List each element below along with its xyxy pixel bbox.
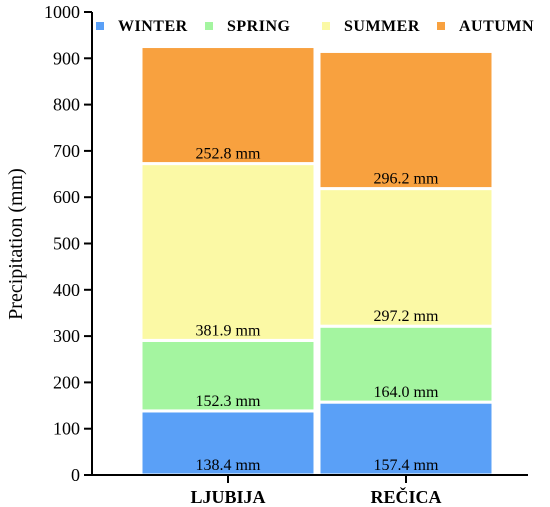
legend-swatch-winter (96, 22, 104, 30)
bar-summer (139, 162, 317, 342)
y-tick-label: 600 (53, 187, 80, 207)
y-axis-title: Precipitation (mm) (5, 168, 27, 320)
data-label: 164.0 mm (374, 384, 439, 401)
data-label: 152.3 mm (196, 393, 261, 410)
bar-winter (317, 400, 495, 477)
data-label: 138.4 mm (196, 457, 261, 474)
legend-label: SPRING (227, 18, 291, 35)
bar-summer (317, 187, 495, 328)
legend-label: AUTUMN (459, 18, 534, 35)
bars (139, 45, 495, 477)
bar-autumn (317, 49, 495, 191)
data-label: 157.4 mm (374, 457, 439, 474)
y-tick-label: 100 (53, 419, 80, 439)
y-tick-label: 200 (53, 372, 80, 392)
legend-swatch-summer (322, 22, 330, 30)
bar-spring (317, 324, 495, 404)
bar-winter (139, 409, 317, 477)
legend-swatch-autumn (437, 22, 445, 30)
category-label: REČICA (370, 486, 441, 507)
data-label: 296.2 mm (374, 171, 439, 188)
data-labels: 138.4 mm 152.3 mm 381.9 mm 252.8 mm 157.4 mm… (196, 146, 439, 474)
y-tick-label: 500 (53, 234, 80, 254)
y-tick-label: 900 (53, 48, 80, 68)
y-tick-label: 0 (71, 465, 80, 485)
axes (91, 12, 528, 476)
legend-label: SUMMER (344, 18, 420, 35)
legend-swatch-spring (205, 22, 213, 30)
legend: WINTER SPRING SUMMER AUTUMN (96, 18, 534, 35)
category-label: LJUBIJA (190, 487, 265, 507)
legend-label: WINTER (118, 18, 188, 35)
data-label: 381.9 mm (196, 322, 261, 339)
y-axis-ticks: 0 100 200 300 400 500 600 700 800 900 1000 (44, 2, 92, 485)
bar-autumn (139, 45, 317, 166)
y-tick-label: 700 (53, 141, 80, 161)
y-tick-label: 300 (53, 326, 80, 346)
category-labels: LJUBIJA REČICA (190, 475, 442, 507)
data-label: 297.2 mm (374, 308, 439, 325)
y-tick-label: 400 (53, 280, 80, 300)
y-tick-label: 1000 (44, 2, 80, 22)
data-label: 252.8 mm (196, 146, 261, 163)
y-tick-label: 800 (53, 95, 80, 115)
bar-spring (139, 338, 317, 413)
